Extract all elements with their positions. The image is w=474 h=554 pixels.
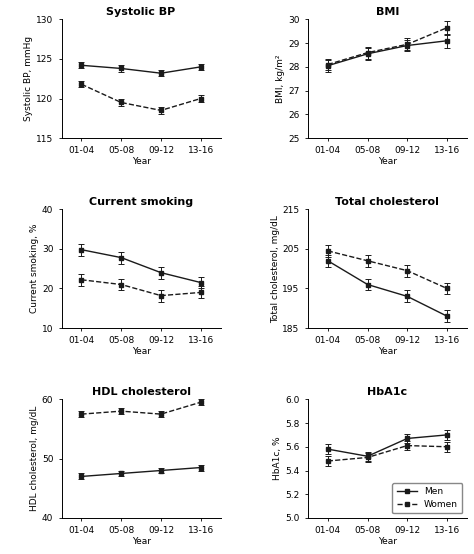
Title: BMI: BMI — [376, 7, 399, 17]
Y-axis label: HbA1c, %: HbA1c, % — [273, 437, 283, 480]
Title: HDL cholesterol: HDL cholesterol — [91, 387, 191, 397]
X-axis label: Year: Year — [132, 537, 151, 546]
X-axis label: Year: Year — [132, 347, 151, 356]
Y-axis label: BMI, kg/m²: BMI, kg/m² — [276, 54, 285, 103]
X-axis label: Year: Year — [132, 157, 151, 166]
Title: Systolic BP: Systolic BP — [107, 7, 176, 17]
Y-axis label: HDL cholesterol, mg/dL: HDL cholesterol, mg/dL — [30, 406, 39, 511]
X-axis label: Year: Year — [378, 157, 397, 166]
Y-axis label: Total cholesterol, mg/dL: Total cholesterol, mg/dL — [271, 215, 280, 322]
Legend: Men, Women: Men, Women — [392, 483, 462, 514]
Title: Current smoking: Current smoking — [89, 197, 193, 207]
Y-axis label: Current smoking, %: Current smoking, % — [30, 224, 39, 314]
Title: Total cholesterol: Total cholesterol — [336, 197, 439, 207]
X-axis label: Year: Year — [378, 537, 397, 546]
Title: HbA1c: HbA1c — [367, 387, 408, 397]
Y-axis label: Systolic BP, mmHg: Systolic BP, mmHg — [24, 36, 33, 121]
X-axis label: Year: Year — [378, 347, 397, 356]
